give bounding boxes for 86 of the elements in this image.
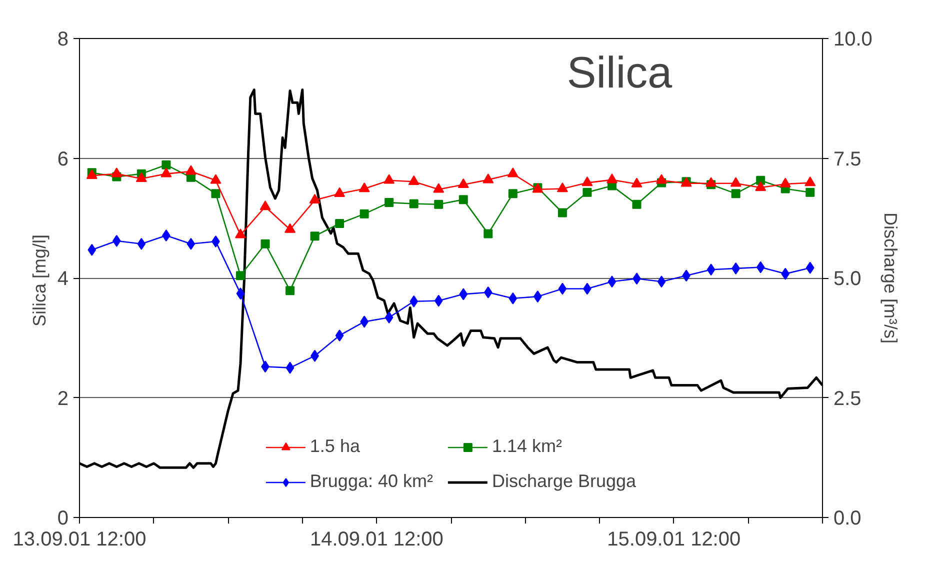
y2-axis-title: Discharge [m³/s]: [880, 212, 900, 344]
point: [706, 264, 716, 276]
y-tick-label: 6: [57, 148, 68, 170]
point: [335, 219, 344, 228]
point: [284, 223, 296, 233]
point: [260, 239, 270, 248]
point: [804, 176, 816, 186]
x-tick-label: 13.09.01 12:00: [12, 528, 146, 550]
point: [656, 174, 668, 184]
y2-tick-label: 10.0: [834, 28, 872, 50]
point: [185, 165, 196, 175]
point: [384, 174, 395, 184]
point: [384, 198, 394, 208]
point: [136, 172, 147, 182]
point: [408, 175, 420, 185]
point: [309, 194, 320, 204]
point: [211, 189, 220, 198]
point: [482, 174, 494, 184]
point: [236, 271, 245, 280]
point: [88, 244, 96, 256]
point: [434, 294, 443, 307]
point: [384, 312, 394, 324]
y-tick-label: 0: [57, 508, 68, 530]
point: [806, 262, 814, 274]
point: [137, 238, 146, 250]
point: [335, 329, 344, 342]
point: [210, 174, 222, 184]
point: [608, 276, 616, 288]
point: [286, 362, 294, 374]
point: [458, 178, 469, 188]
y2-tick-label: 0.0: [834, 508, 862, 530]
point: [458, 195, 468, 204]
point: [484, 286, 492, 298]
legend-label: 1.14 km²: [492, 436, 562, 457]
y-tick-label: 8: [57, 28, 68, 50]
point: [112, 234, 121, 247]
y-axis-title: Silica [mg/l]: [29, 234, 50, 327]
point: [507, 168, 518, 178]
point: [186, 238, 196, 250]
point: [260, 200, 271, 210]
point: [459, 288, 468, 300]
point: [162, 160, 171, 170]
point: [780, 178, 791, 188]
x-tick-label: 14.09.01 12:00: [310, 528, 444, 550]
point: [731, 189, 740, 198]
point: [556, 182, 568, 192]
point: [234, 228, 246, 238]
point: [310, 232, 320, 241]
point: [781, 268, 790, 280]
chart-title: Silica: [566, 48, 673, 98]
y2-tick-label: 5.0: [834, 268, 862, 290]
legend-label: Discharge Brugga: [492, 471, 636, 492]
point: [657, 276, 666, 288]
point: [433, 183, 444, 193]
point: [111, 168, 122, 178]
point: [558, 208, 567, 218]
point: [358, 182, 370, 192]
x-tick-label: 15.09.01 12:00: [607, 528, 741, 550]
legend-label: Brugga: 40 km²: [310, 471, 433, 492]
y-tick-label: 2: [57, 388, 68, 410]
point: [334, 187, 346, 197]
point: [582, 176, 593, 186]
point: [409, 199, 418, 208]
point: [434, 200, 444, 209]
point: [360, 209, 369, 218]
point: [286, 286, 295, 296]
y-tick-label: 4: [57, 268, 68, 290]
point: [410, 295, 418, 308]
point: [606, 174, 618, 184]
point: [582, 188, 592, 197]
point: [756, 261, 765, 274]
point: [484, 229, 493, 238]
point: [806, 188, 815, 197]
y2-tick-label: 7.5: [834, 148, 862, 170]
point: [160, 168, 172, 178]
point: [508, 292, 518, 304]
point: [632, 200, 642, 209]
point: [706, 177, 717, 187]
point: [755, 181, 766, 191]
point: [558, 282, 567, 295]
point: [236, 288, 245, 300]
legend-label: 1.5 ha: [310, 436, 360, 457]
point: [730, 177, 742, 187]
y2-tick-label: 2.5: [834, 388, 862, 410]
point: [508, 189, 518, 198]
point: [631, 178, 642, 188]
